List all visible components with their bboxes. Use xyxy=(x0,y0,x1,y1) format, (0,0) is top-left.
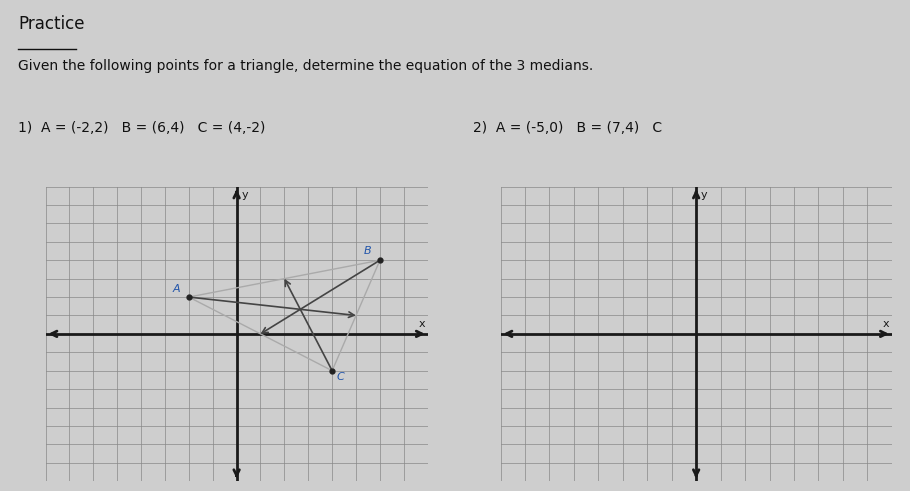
Text: x: x xyxy=(883,319,889,329)
Text: x: x xyxy=(419,319,425,329)
Text: Given the following points for a triangle, determine the equation of the 3 media: Given the following points for a triangl… xyxy=(18,59,593,73)
Text: A: A xyxy=(172,283,180,294)
Text: C: C xyxy=(337,372,345,382)
Text: Practice: Practice xyxy=(18,15,85,33)
Text: 1)  A = (-2,2)   B = (6,4)   C = (4,-2): 1) A = (-2,2) B = (6,4) C = (4,-2) xyxy=(18,121,266,136)
Text: y: y xyxy=(241,191,248,200)
Text: y: y xyxy=(701,191,708,200)
Text: B: B xyxy=(363,246,371,256)
Text: 2)  A = (-5,0)   B = (7,4)   C: 2) A = (-5,0) B = (7,4) C xyxy=(473,121,662,136)
